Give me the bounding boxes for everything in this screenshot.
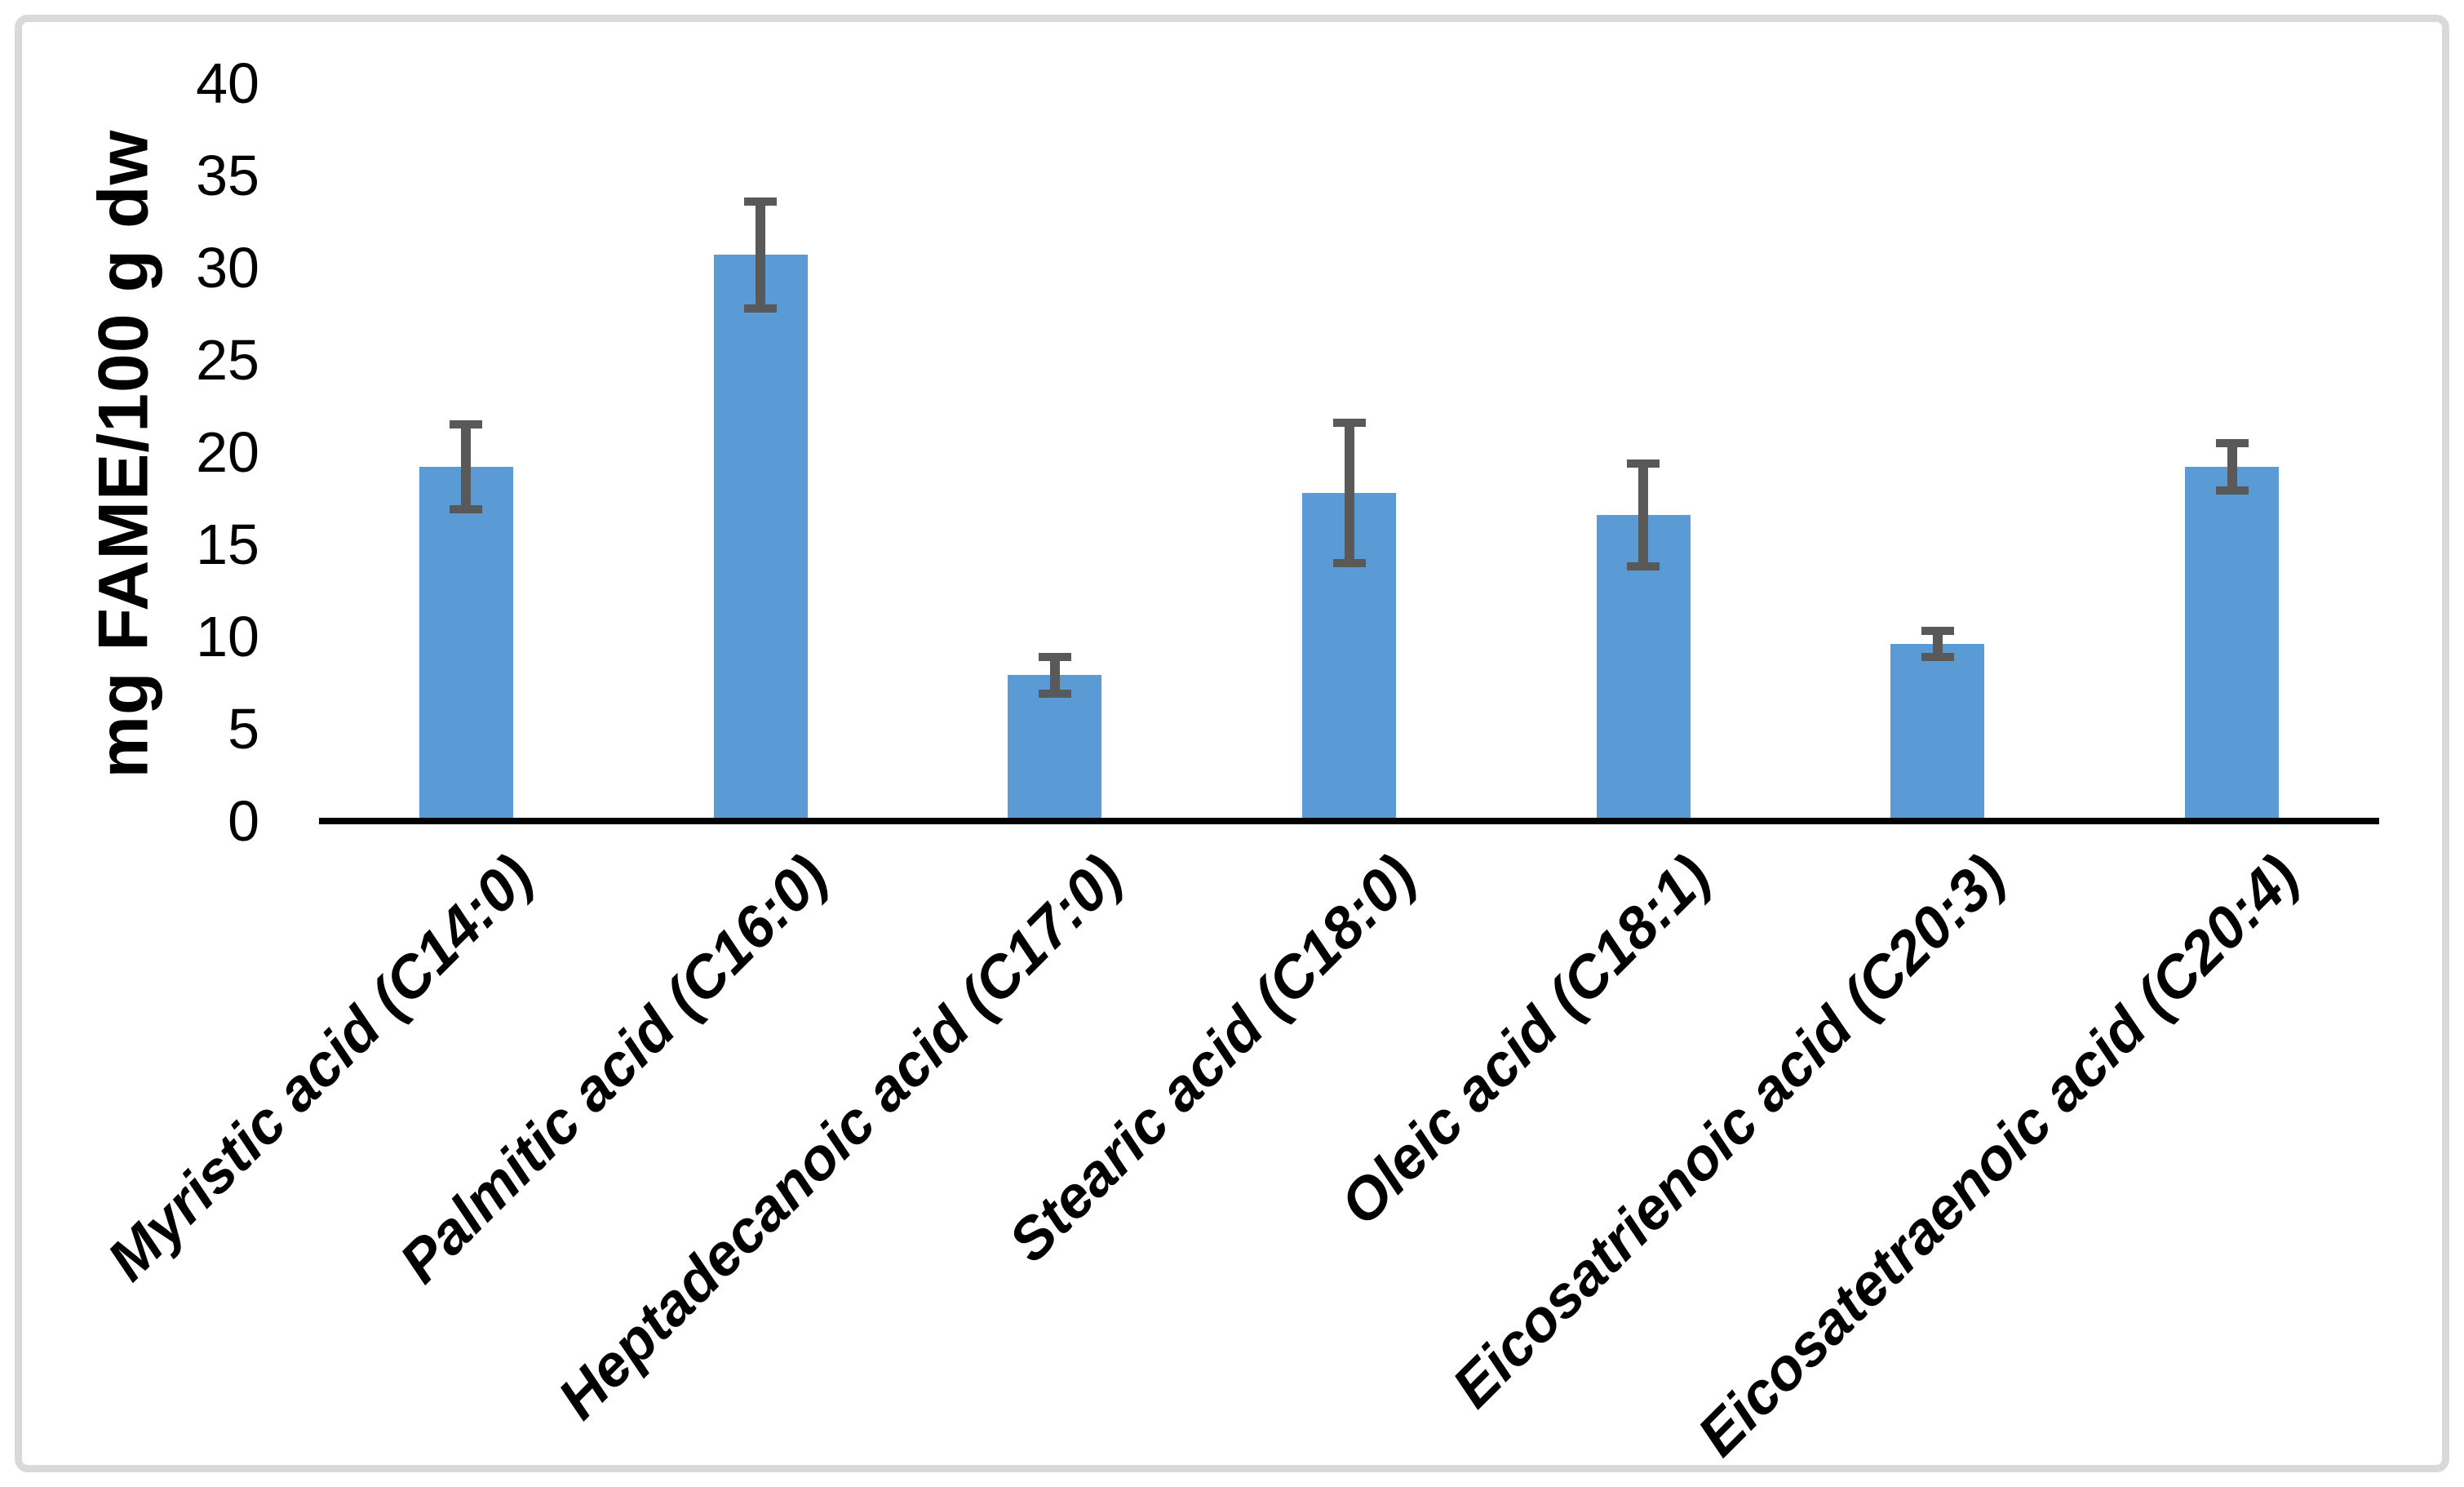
error-bar-top-cap-palmitic-acid-c16-0	[744, 197, 778, 206]
y-tick-label-35: 35	[196, 144, 259, 207]
error-bar-line-eicosatrienoic-acid-c20-3	[1932, 631, 1943, 657]
y-tick-label-30: 30	[196, 236, 259, 300]
y-tick-label-25: 25	[196, 328, 259, 392]
error-bar-top-cap-oleic-acid-c18-1	[1627, 459, 1660, 468]
bar-heptadecanoic-acid-c17-0	[1008, 675, 1102, 821]
error-bar-line-heptadecanoic-acid-c17-0	[1049, 656, 1060, 695]
bar-myristic-acid-c14-0	[419, 467, 513, 821]
x-category-label-heptadecanoic-acid-c17-0: Heptadecanoic acid (C17:0)	[545, 842, 1135, 1432]
error-bar-line-myristic-acid-c14-0	[461, 424, 472, 510]
error-bar-top-cap-myristic-acid-c14-0	[450, 420, 483, 429]
error-bar-bottom-cap-stearic-acid-c18-0	[1332, 558, 1366, 567]
bar-eicosatetraenoic-acid-c20-4	[2185, 467, 2280, 821]
y-tick-label-15: 15	[196, 513, 259, 576]
x-category-label-eicosatetraenoic-acid-c20-4: Eicosatetraenoic acid (C20:4)	[1686, 842, 2311, 1469]
error-bar-top-cap-eicosatrienoic-acid-c20-3	[1921, 627, 1954, 636]
bar-eicosatrienoic-acid-c20-3	[1890, 644, 1985, 821]
error-bar-bottom-cap-eicosatrienoic-acid-c20-3	[1921, 652, 1954, 661]
error-bar-bottom-cap-heptadecanoic-acid-c17-0	[1038, 690, 1071, 699]
error-bar-line-eicosatetraenoic-acid-c20-4	[2227, 442, 2237, 491]
bar-palmitic-acid-c16-0	[713, 255, 808, 821]
error-bar-line-palmitic-acid-c16-0	[756, 201, 766, 308]
error-bar-top-cap-stearic-acid-c18-0	[1332, 418, 1366, 427]
y-tick-label-20: 20	[196, 420, 259, 484]
y-tick-label-40: 40	[196, 51, 259, 115]
y-tick-label-0: 0	[228, 789, 259, 853]
x-category-label-eicosatrienoic-acid-c20-3: Eicosatrienoic acid (C20:3)	[1439, 842, 2018, 1421]
y-tick-label-10: 10	[196, 605, 259, 668]
error-bar-bottom-cap-eicosatetraenoic-acid-c20-4	[2215, 486, 2249, 495]
error-bar-bottom-cap-oleic-acid-c18-1	[1627, 562, 1660, 571]
error-bar-top-cap-heptadecanoic-acid-c17-0	[1038, 652, 1071, 661]
error-bar-line-stearic-acid-c18-0	[1344, 422, 1354, 563]
error-bar-top-cap-eicosatetraenoic-acid-c20-4	[2215, 438, 2249, 447]
y-tick-label-5: 5	[228, 697, 259, 761]
error-bar-bottom-cap-palmitic-acid-c16-0	[744, 304, 778, 313]
error-bar-line-oleic-acid-c18-1	[1638, 463, 1649, 567]
error-bar-bottom-cap-myristic-acid-c14-0	[450, 505, 483, 514]
x-axis-line	[319, 818, 2379, 824]
